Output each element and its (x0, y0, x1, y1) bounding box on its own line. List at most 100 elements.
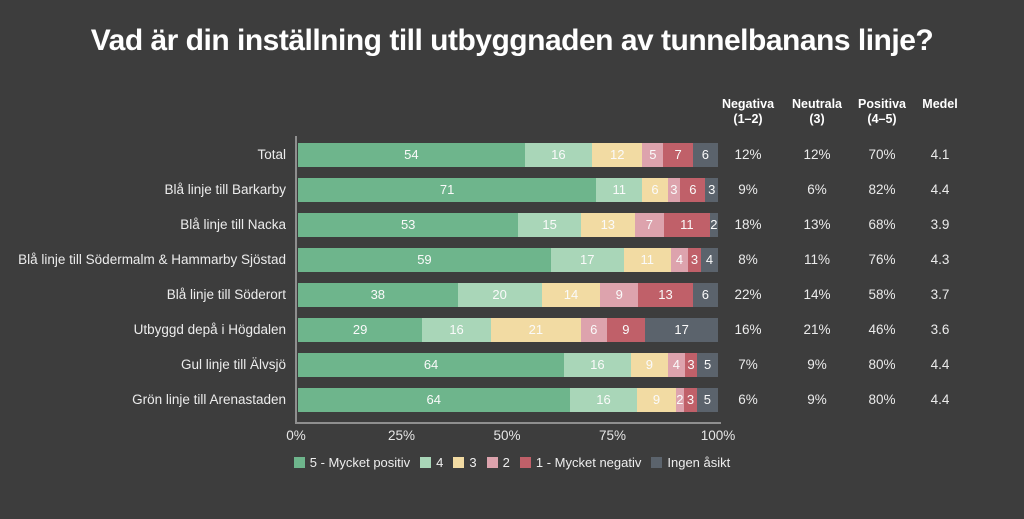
bar-segment-value: 6 (590, 322, 598, 337)
bar-segment-value: 5 (703, 392, 712, 407)
bar-segment-value: 64 (426, 392, 441, 407)
legend-swatch-icon (420, 457, 432, 468)
bar-segment-value: 21 (528, 322, 544, 337)
bar-segment: 3 (688, 248, 701, 272)
bar-segment-value: 5 (649, 147, 657, 162)
bar-segment: 17 (645, 318, 719, 342)
bar-segment-value: 6 (701, 287, 709, 302)
bar-segment-value: 4 (705, 252, 714, 267)
bar-track: 71 11 6 3 6 3 (298, 178, 718, 202)
stat-value: 9% (807, 357, 827, 372)
bar-segment: 54 (298, 143, 525, 167)
bar-segment: 16 (422, 318, 491, 342)
bar-segment: 2 (675, 388, 685, 412)
chart-row: Blå linje till Söderort 38 20 14 9 13 6 22% 14% 5… (0, 283, 1024, 307)
bar-segment-value: 17 (580, 252, 595, 267)
y-axis-line (295, 136, 297, 424)
bar-segment-value: 16 (590, 357, 605, 372)
bar-segment: 71 (298, 178, 597, 202)
bar-segment: 6 (680, 178, 706, 202)
bar-segment: 7 (634, 213, 664, 237)
stat-value: 58% (868, 287, 896, 302)
bar-segment-value: 64 (423, 357, 439, 372)
bar-segment: 3 (684, 353, 698, 377)
stat-value: 22% (734, 287, 762, 302)
bar-segment: 12 (592, 143, 643, 167)
legend-swatch-icon (486, 457, 498, 468)
column-header-positiva-line1: Positiva (858, 97, 906, 111)
bar-segment-value: 6 (701, 147, 710, 162)
bar-segment-value: 14 (563, 287, 579, 302)
bar-segment-value: 5 (703, 357, 712, 372)
bar-segment-value: 16 (551, 147, 566, 162)
stat-value: 9% (807, 392, 827, 407)
bar-track: 29 16 21 6 9 17 (298, 318, 719, 342)
category-label: Grön linje till Arenastaden (132, 392, 286, 407)
legend-swatch-icon (453, 457, 465, 468)
bar-segment: 16 (564, 353, 631, 377)
category-label: Blå linje till Barkarby (164, 182, 286, 197)
bar-segment: 11 (623, 248, 671, 272)
column-header-positiva: Positiva (4–5) (850, 97, 914, 127)
legend-label: 1 - Mycket negativ (535, 455, 642, 470)
bar-segment: 4 (670, 248, 688, 272)
bar-track: 53 15 13 7 11 2 (298, 213, 718, 237)
stat-value: 4.4 (930, 182, 950, 197)
bar-segment: 53 (298, 213, 519, 237)
bar-segment: 11 (663, 213, 710, 237)
bar-segment: 13 (580, 213, 635, 237)
column-header-negativa-line1: Negativa (721, 97, 775, 111)
category-label: Utbyggd depå i Högdalen (133, 322, 286, 337)
stat-value: 11% (803, 252, 831, 267)
column-header-neutrala-line1: Neutrala (791, 97, 843, 111)
bar-segment: 38 (298, 283, 458, 307)
column-header-medel: Medel (910, 97, 970, 112)
bar-segment: 9 (637, 388, 676, 412)
bar-segment: 6 (692, 283, 718, 307)
stat-value: 6% (738, 392, 758, 407)
bar-segment-value: 29 (352, 322, 368, 337)
bar-segment-value: 3 (670, 182, 678, 197)
category-label: Gul linje till Älvsjö (180, 357, 286, 372)
chart-row: Blå linje till Barkarby 71 11 6 3 6 3 9% 6% 82% 4.… (0, 178, 1024, 202)
bar-segment: 3 (705, 178, 718, 202)
bar-segment: 9 (630, 353, 669, 377)
chart-title: Vad är din inställning till utbyggnaden … (90, 24, 934, 57)
bar-segment: 64 (298, 388, 570, 412)
bar-segment: 13 (638, 283, 693, 307)
chart-row: Grön linje till Arenastaden 64 16 9 2 3 5 6% 9% 8… (0, 388, 1024, 412)
bar-segment-value: 7 (674, 147, 682, 162)
x-axis-line (295, 422, 721, 424)
bar-segment: 16 (569, 388, 638, 412)
column-header-positiva-line2: (4–5) (867, 112, 897, 126)
chart-legend: 5 - Mycket positiv 4 3 2 1 - Mycket negativ I… (0, 455, 1024, 470)
bar-segment-value: 4 (672, 357, 681, 372)
legend-label: 3 (469, 455, 477, 470)
bar-segment: 20 (457, 283, 542, 307)
bar-segment-value: 3 (690, 252, 699, 267)
x-tick-label: 0% (286, 428, 306, 443)
bar-segment-value: 54 (404, 147, 419, 162)
legend-label: 2 (502, 455, 510, 470)
bar-segment: 4 (668, 353, 685, 377)
stat-value: 6% (807, 182, 827, 197)
legend-item: 4 (420, 455, 443, 470)
chart-row: Total 54 16 12 5 7 6 12% 12% 70% 4.1 (0, 143, 1024, 167)
column-header-negativa: Negativa (1–2) (713, 97, 783, 127)
chart-row: Utbyggd depå i Högdalen 29 16 21 6 9 17 16% 21% 4… (0, 318, 1024, 342)
column-header-neutrala-line2: (3) (809, 112, 825, 126)
bar-segment-value: 13 (658, 287, 673, 302)
bar-segment: 6 (642, 178, 668, 202)
column-header-medel-line1: Medel (922, 97, 958, 111)
stat-value: 70% (868, 147, 896, 162)
legend-label: Ingen åsikt (667, 455, 731, 470)
stat-value: 7% (738, 357, 758, 372)
bar-segment-value: 2 (676, 392, 684, 407)
bar-segment-value: 13 (600, 217, 616, 232)
bar-segment: 6 (580, 318, 607, 342)
category-label: Blå linje till Söderort (166, 287, 286, 302)
stat-value: 4.4 (930, 357, 950, 372)
x-tick-label: 25% (387, 428, 416, 443)
chart-row: Blå linje till Nacka 53 15 13 7 11 2 18% 13% 68% 3… (0, 213, 1024, 237)
